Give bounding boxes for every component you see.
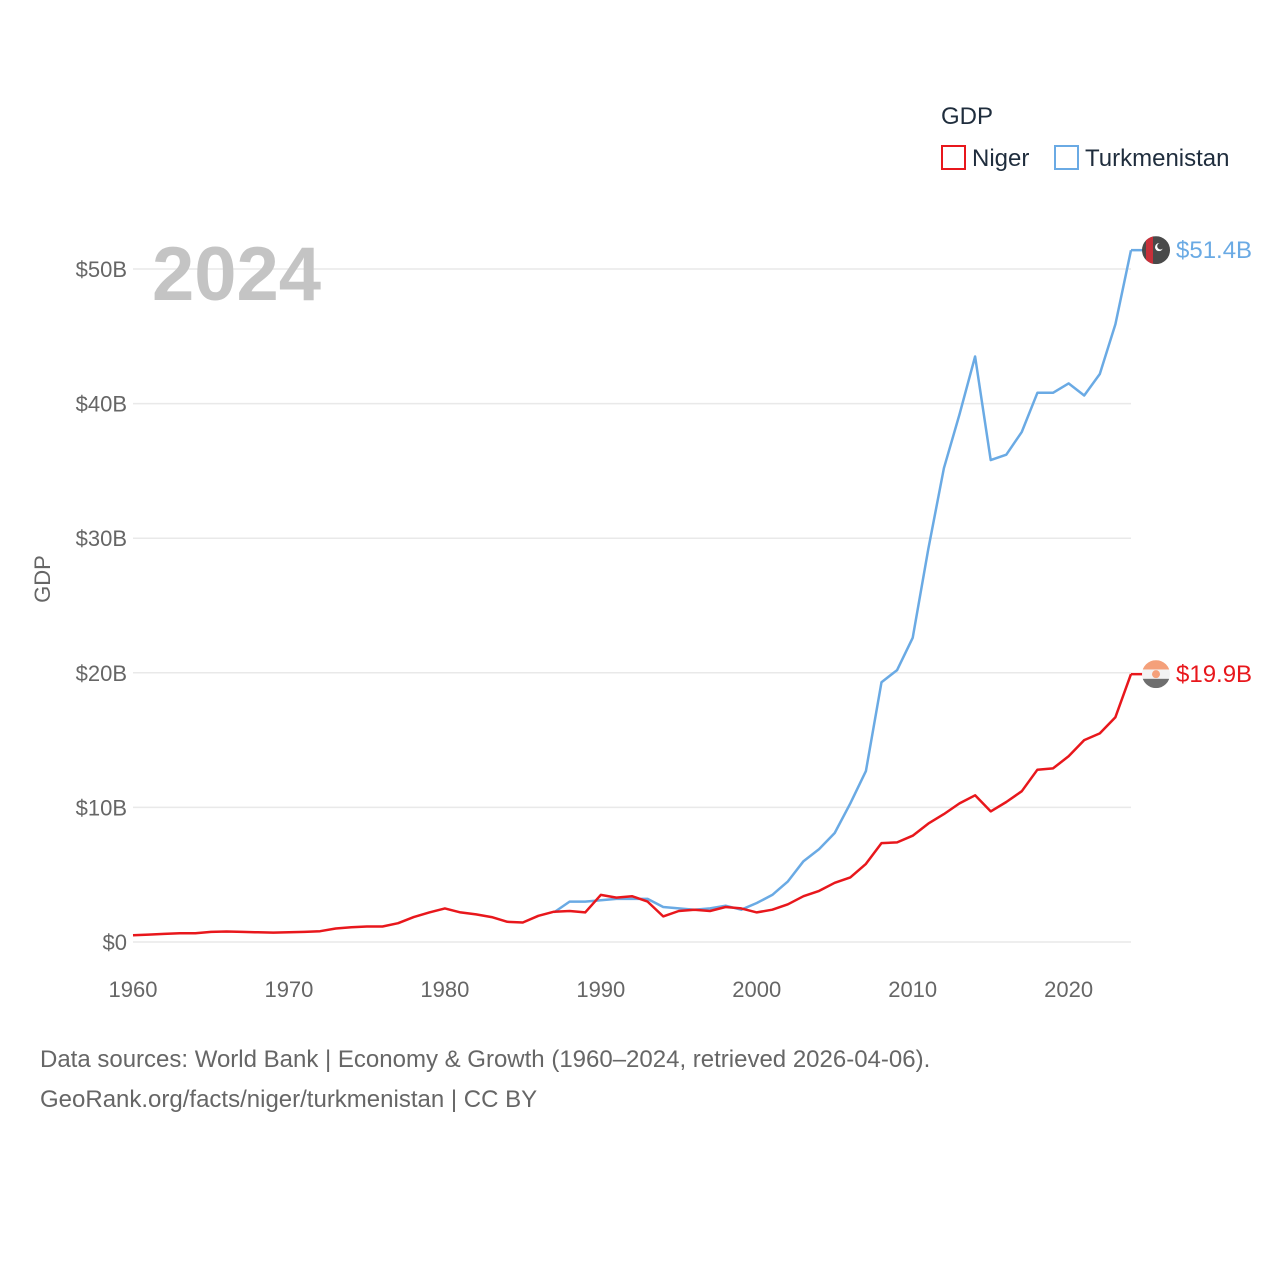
x-tick-label: 1970 <box>264 977 313 1002</box>
grid-lines <box>133 268 1131 943</box>
x-tick-label: 2020 <box>1044 977 1093 1002</box>
legend-item-niger[interactable]: Niger <box>941 145 1029 172</box>
legend-label-turkmenistan: Turkmenistan <box>1085 145 1230 172</box>
legend-swatch-niger <box>941 145 966 170</box>
legend-label-niger: Niger <box>972 145 1029 172</box>
series-line-niger[interactable] <box>132 673 1133 937</box>
legend-title: GDP <box>941 103 993 130</box>
y-axis-ticks: $0 $10B $20B $30B $40B $50B <box>76 257 127 955</box>
gdp-chart: $0 $10B $20B $30B $40B $50B 1960 1970 1980 1990 2… <box>30 103 1252 1002</box>
flag-marker-niger <box>1142 660 1170 689</box>
y-tick-label: $0 <box>103 930 127 955</box>
series-endpoints: $19.9B $51.4B <box>1131 236 1252 689</box>
y-tick-label: $30B <box>76 526 127 551</box>
footer-attribution[interactable]: GeoRank.org/facts/niger/turkmenistan | C… <box>40 1086 538 1113</box>
y-tick-label: $20B <box>76 661 127 686</box>
legend-swatch-turkmenistan <box>1054 145 1079 170</box>
y-tick-label: $50B <box>76 257 127 282</box>
x-tick-label: 1980 <box>420 977 469 1002</box>
end-value-label-niger: $19.9B <box>1176 661 1252 688</box>
series-line-turkmenistan[interactable] <box>553 249 1133 914</box>
legend: GDP Niger Turkmenistan <box>941 103 1230 172</box>
x-tick-label: 2010 <box>888 977 937 1002</box>
footer: Data sources: World Bank | Economy & Gro… <box>40 1040 1240 1120</box>
year-label: 2024 <box>152 232 321 317</box>
x-tick-label: 2000 <box>732 977 781 1002</box>
series-lines <box>132 249 1133 937</box>
x-tick-label: 1990 <box>576 977 625 1002</box>
y-tick-label: $40B <box>76 392 127 417</box>
x-tick-label: 1960 <box>109 977 158 1002</box>
y-axis-title: GDP <box>30 555 55 603</box>
flag-marker-turkmenistan <box>1142 236 1170 265</box>
x-axis-ticks: 1960 1970 1980 1990 2000 2010 2020 <box>109 977 1094 1002</box>
legend-item-turkmenistan[interactable]: Turkmenistan <box>1054 145 1230 172</box>
y-tick-label: $10B <box>76 795 127 820</box>
footer-sources: Data sources: World Bank | Economy & Gro… <box>40 1046 931 1073</box>
end-value-label-turkmenistan: $51.4B <box>1176 237 1252 264</box>
